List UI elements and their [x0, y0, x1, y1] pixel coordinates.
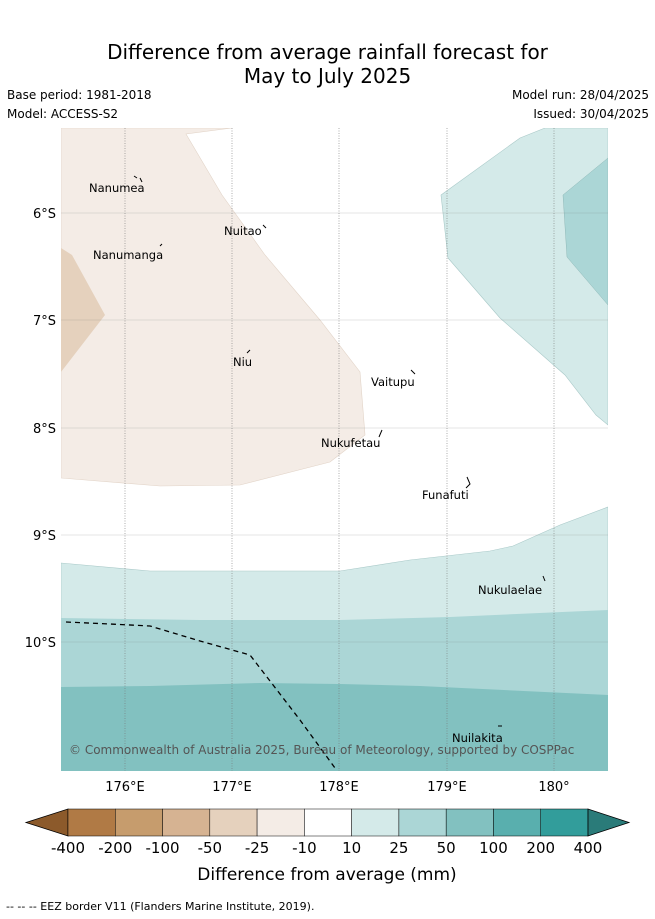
copyright-notice: © Commonwealth of Australia 2025, Bureau…: [69, 743, 574, 757]
place-label-nanumea: Nanumea: [89, 181, 145, 195]
lat-label-6s: 6°S: [33, 207, 56, 222]
base-period: Base period: 1981-2018: [7, 88, 152, 102]
place-label-nanumanga: Nanumanga: [93, 248, 163, 262]
longitude-labels: 176°E 177°E 178°E 179°E 180°: [105, 780, 569, 795]
lat-label-9s: 9°S: [33, 529, 56, 544]
place-label-niu: Niu: [233, 355, 252, 369]
wetter-region-plus25-northeast: [562, 157, 608, 306]
place-label-nuilakita: Nuilakita: [452, 731, 503, 745]
lat-label-8s: 8°S: [33, 422, 56, 437]
colorbar-swatch: [398, 808, 447, 837]
colorbar-swatch: [445, 808, 494, 837]
colorbar-swatch: [209, 808, 258, 837]
colorbar-swatch: [351, 808, 400, 837]
colorbar-tick-label: 50: [437, 839, 456, 857]
latitude-labels: 6°S 7°S 8°S 9°S 10°S: [25, 207, 56, 651]
colorbar-tick-label: -50: [198, 839, 223, 857]
place-label-vaitupu: Vaitupu: [371, 375, 415, 389]
lon-label-176e: 176°E: [105, 780, 145, 795]
colorbar-tick-label: -10: [292, 839, 317, 857]
colorbar-swatch: [67, 808, 116, 837]
rainfall-map: Nanumea Nuitao Nanumanga Niu Vaitupu Nuk…: [24, 128, 631, 885]
colorbar: -400 -200 -100 -50 -25 -10 10 25 50 100 200 400: [24, 808, 631, 857]
model-run: Model run: 28/04/2025: [511, 88, 649, 102]
place-label-funafuti: Funafuti: [422, 488, 469, 502]
colorbar-tick-label: -100: [146, 839, 180, 857]
colorbar-tick-label: -200: [98, 839, 132, 857]
lon-label-180: 180°: [538, 780, 569, 795]
eez-border-line: [65, 621, 336, 769]
lon-label-179e: 179°E: [427, 780, 467, 795]
eez-footnote: -- -- -- EEZ border V11 (Flanders Marine…: [6, 900, 315, 913]
colorbar-title: Difference from average (mm): [197, 865, 456, 885]
lon-label-178e: 178°E: [319, 780, 359, 795]
colorbar-swatch: [256, 808, 305, 837]
title-line-1: Difference from average rainfall forecas…: [107, 40, 548, 64]
lon-label-177e: 177°E: [212, 780, 252, 795]
drier-region-minus10: [61, 128, 366, 487]
colorbar-swatch: [115, 808, 163, 837]
colorbar-tick-label: 25: [389, 839, 408, 857]
colorbar-tick-label: -25: [245, 839, 270, 857]
colorbar-tick-label: 400: [574, 839, 603, 857]
map-title: Difference from average rainfall forecas…: [0, 40, 655, 88]
colorbar-tick-label: -400: [51, 839, 85, 857]
place-label-nuitao: Nuitao: [224, 224, 262, 238]
colorbar-tick-label: 10: [342, 839, 361, 857]
colorbar-swatch: [304, 808, 352, 837]
place-label-nukufetau: Nukufetau: [321, 436, 380, 450]
title-line-2: May to July 2025: [243, 64, 412, 88]
wetter-region-plus50-south: [61, 683, 608, 771]
colorbar-swatch: [493, 808, 541, 837]
place-label-nukulaelae: Nukulaelae: [478, 583, 542, 597]
colorbar-tick-label: 200: [526, 839, 555, 857]
model-name: Model: ACCESS-S2: [7, 107, 119, 121]
lat-label-7s: 7°S: [33, 314, 56, 329]
colorbar-tick-label: 100: [479, 839, 508, 857]
map-area: Nanumea Nuitao Nanumanga Niu Vaitupu Nuk…: [61, 128, 608, 771]
island-outlines: [133, 175, 546, 727]
graticule: [61, 128, 608, 771]
colorbar-extend-high: [587, 808, 631, 837]
drier-region-minus25: [61, 248, 105, 372]
issued-date: Issued: 30/04/2025: [533, 107, 649, 121]
colorbar-swatch: [540, 808, 589, 837]
colorbar-swatch: [162, 808, 211, 837]
lat-label-10s: 10°S: [25, 636, 56, 651]
colorbar-extend-low: [24, 808, 69, 837]
